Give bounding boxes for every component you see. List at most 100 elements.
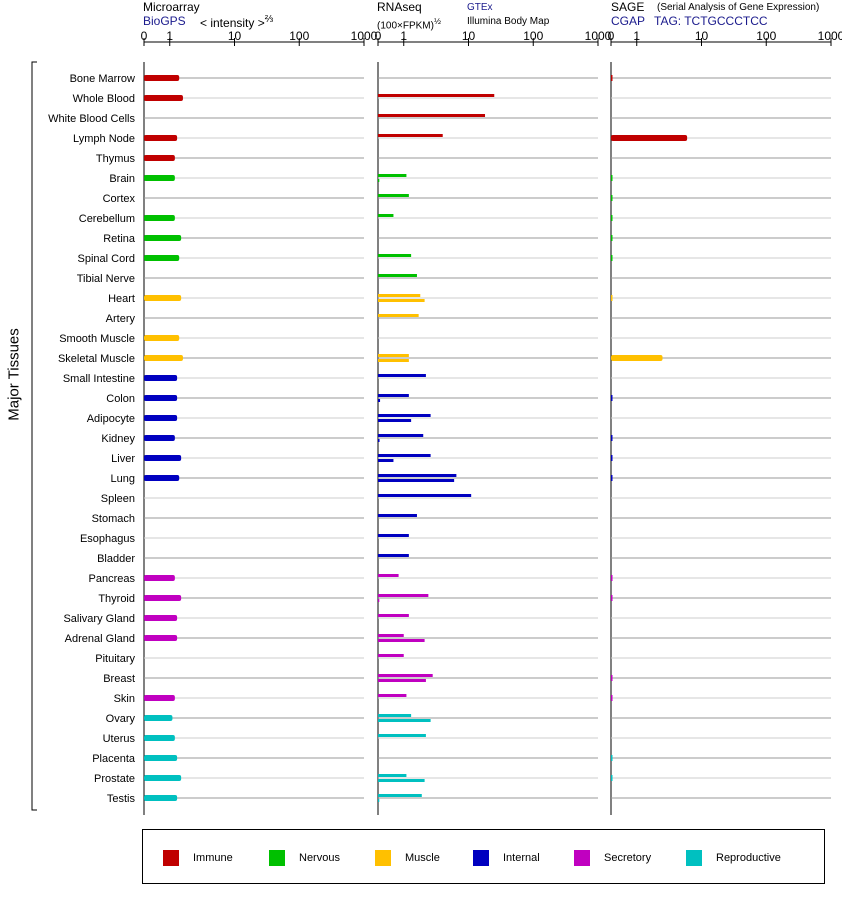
rnaseq-gtex-bar: [378, 194, 409, 197]
sage-bar: [611, 255, 613, 261]
rnaseq-illumina-bar: [378, 799, 380, 802]
legend-swatch: [163, 850, 179, 866]
rnaseq-gtex-bar: [378, 734, 426, 737]
rnaseq-gtex-bar: [378, 114, 486, 117]
sage-bar: [611, 135, 688, 141]
rnaseq-gtex-bar: [378, 714, 412, 717]
rnaseq-gtex-bar: [378, 794, 422, 797]
microarray-bar: [144, 295, 182, 301]
rnaseq-illumina-bar: [378, 299, 425, 302]
sage-bar: [611, 195, 613, 201]
intensity-scale-label: < intensity >⅔: [200, 14, 274, 30]
microarray-bar: [144, 695, 175, 701]
rnaseq-illumina-bar: [378, 359, 409, 362]
rnaseq-gtex-bar: [378, 654, 404, 657]
tissue-label: Testis: [107, 793, 136, 805]
sage-bar: [611, 455, 613, 461]
tissue-label: Skeletal Muscle: [58, 353, 135, 365]
legend: Immune Nervous Muscle Internal Secretory Repr…: [142, 829, 825, 884]
legend-label: Immune: [193, 852, 233, 864]
microarray-bar: [144, 375, 178, 381]
microarray-bar: [144, 635, 178, 641]
tissue-label: Skin: [114, 693, 135, 705]
tissue-label: Colon: [106, 393, 135, 405]
sage-bar: [611, 175, 613, 181]
microarray-tick-label: 0: [141, 29, 148, 43]
rnaseq-gtex-bar: [378, 634, 404, 637]
microarray-bar: [144, 575, 175, 581]
rnaseq-illumina-bar: [378, 399, 381, 402]
sage-tick-label: 10: [695, 29, 709, 43]
tissue-label: Retina: [103, 233, 136, 245]
microarray-bar: [144, 355, 183, 361]
tissue-label: Adrenal Gland: [65, 633, 135, 645]
rnaseq-gtex-bar: [378, 494, 472, 497]
rnaseq-gtex-bar: [378, 514, 417, 517]
microarray-tick-label: 1: [166, 29, 173, 43]
rnaseq-gtex-bar: [378, 434, 424, 437]
rnaseq-illumina-bar: [378, 179, 380, 182]
tissue-label: Brain: [109, 173, 135, 185]
microarray-bar: [144, 395, 178, 401]
microarray-bar: [144, 415, 178, 421]
sage-bar: [611, 355, 663, 361]
rnaseq-illumina-bar: [378, 719, 431, 722]
legend-label: Internal: [503, 852, 540, 864]
rnaseq-illumina-bar: [378, 599, 380, 602]
rnaseq-tick-label: 1000: [585, 29, 612, 43]
fpkm-unit-label: (100×FPKM)½: [377, 16, 441, 32]
tissue-label: Lung: [111, 473, 135, 485]
tissue-label: Breast: [103, 673, 135, 685]
microarray-bar: [144, 455, 182, 461]
gtex-source: GTEx: [467, 2, 493, 13]
rnaseq-gtex-bar: [378, 414, 431, 417]
tissue-label: Spleen: [101, 493, 135, 505]
legend-swatch: [473, 850, 489, 866]
tissue-label: White Blood Cells: [48, 113, 135, 125]
microarray-bar: [144, 715, 173, 721]
legend-swatch: [574, 850, 590, 866]
legend-item-internal: Internal: [473, 850, 540, 866]
rnaseq-illumina-bar: [378, 479, 455, 482]
rnaseq-gtex-bar: [378, 674, 433, 677]
legend-swatch: [269, 850, 285, 866]
microarray-bar: [144, 235, 182, 241]
tissue-label: Liver: [111, 453, 135, 465]
rnaseq-illumina-bar: [378, 679, 426, 682]
tissue-label: Small Intestine: [63, 373, 135, 385]
sage-subtitle: (Serial Analysis of Gene Expression): [657, 2, 820, 13]
sage-bar: [611, 75, 613, 81]
illumina-source: Illumina Body Map: [467, 16, 550, 27]
microarray-bar: [144, 595, 182, 601]
rnaseq-gtex-bar: [378, 594, 429, 597]
rnaseq-gtex-bar: [378, 274, 417, 277]
sage-bar: [611, 435, 613, 441]
tissue-label: Bone Marrow: [70, 73, 135, 85]
sage-bar: [611, 475, 613, 481]
rnaseq-gtex-bar: [378, 314, 419, 317]
rnaseq-illumina-bar: [378, 779, 425, 782]
legend-item-nervous: Nervous: [269, 850, 340, 866]
tissue-label: Artery: [106, 313, 136, 325]
sage-tick-label: 0: [608, 29, 615, 43]
microarray-tick-label: 10: [228, 29, 242, 43]
legend-label: Nervous: [299, 852, 340, 864]
tissue-label: Heart: [108, 293, 135, 305]
microarray-bar: [144, 215, 175, 221]
microarray-bar: [144, 735, 175, 741]
sage-bar: [611, 235, 613, 241]
cgap-label: CGAP: [611, 14, 646, 28]
rnaseq-gtex-bar: [378, 574, 399, 577]
tissue-label: Spinal Cord: [78, 253, 135, 265]
sage-tick-label: 1: [633, 29, 640, 43]
tissue-label: Cortex: [103, 193, 136, 205]
rnaseq-gtex-bar: [378, 554, 409, 557]
sage-tick-label: 100: [756, 29, 776, 43]
microarray-bar: [144, 155, 175, 161]
microarray-bar: [144, 435, 175, 441]
rnaseq-illumina-bar: [378, 419, 412, 422]
microarray-bar: [144, 615, 178, 621]
sage-bar: [611, 675, 613, 681]
legend-label: Muscle: [405, 852, 440, 864]
